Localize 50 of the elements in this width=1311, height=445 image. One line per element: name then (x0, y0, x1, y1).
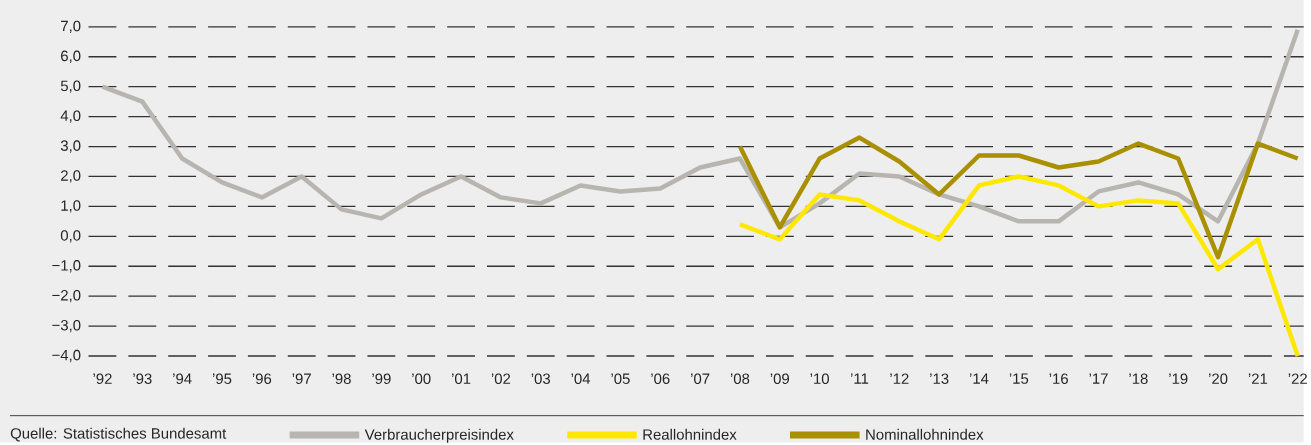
x-tick-label: ’15 (1009, 373, 1029, 384)
x-tick-label: ’04 (571, 373, 591, 384)
x-tick-label: ’02 (491, 373, 511, 384)
x-tick-label: ’16 (1049, 373, 1068, 384)
y-tick-label: −3,0 (52, 319, 81, 333)
x-tick-label: ’93 (133, 373, 152, 384)
x-tick-label: ’01 (452, 373, 471, 384)
x-tick-label: ’20 (1209, 373, 1228, 384)
x-tick-label: ’94 (173, 373, 192, 384)
source-note: Quelle: Statistisches Bundesamt (10, 427, 227, 442)
x-tick-label: ’03 (531, 373, 551, 384)
y-tick-label: 5,0 (60, 80, 81, 93)
y-tick-label: 3,0 (60, 140, 81, 153)
y-tick-label: 7,0 (61, 20, 81, 33)
y-tick-label: 6,0 (61, 50, 81, 63)
y-tick-label: −2,0 (52, 289, 81, 303)
x-tick-label: ’11 (850, 373, 869, 384)
x-tick-label: ’96 (252, 373, 272, 384)
y-tick-label: 1,0 (61, 200, 81, 213)
legend-label: Reallohnindex (643, 428, 737, 440)
y-tick-label: −4,0 (52, 349, 81, 363)
line-series (100, 27, 1300, 230)
x-tick-label: ’10 (810, 373, 829, 384)
x-tick-label: ’13 (930, 373, 949, 384)
legend-label: Nominallohnindex (866, 428, 984, 440)
y-tick-label: −1,0 (52, 260, 81, 273)
x-tick-label: ’18 (1129, 373, 1148, 384)
x-tick-label: ’06 (651, 373, 670, 384)
x-tick-label: ’92 (93, 373, 112, 384)
x-tick-label: ’00 (412, 373, 431, 384)
x-tick-label: ’05 (611, 373, 630, 384)
x-tick-label: ’17 (1089, 373, 1108, 384)
y-tick-label: 2,0 (61, 170, 81, 183)
y-tick-label: 0,0 (60, 230, 81, 243)
x-tick-label: ’99 (372, 373, 391, 384)
x-tick-label: ’95 (212, 373, 232, 384)
x-tick-label: ’98 (332, 373, 351, 384)
x-tick-label: ’14 (969, 373, 989, 384)
x-tick-label: ’12 (890, 373, 909, 384)
x-tick-label: ’97 (292, 373, 311, 384)
line-series (737, 174, 1300, 359)
legend-label: Verbraucherpreisindex (364, 428, 514, 443)
x-tick-label: ’19 (1169, 373, 1188, 384)
x-tick-label: ’21 (1248, 373, 1268, 384)
x-tick-label: ’07 (691, 373, 710, 384)
y-tick-label: 4,0 (60, 110, 81, 123)
x-tick-label: ’22 (1288, 373, 1307, 384)
x-tick-label: ’08 (730, 373, 750, 384)
line-series (737, 135, 1300, 260)
x-tick-label: ’09 (770, 373, 790, 384)
